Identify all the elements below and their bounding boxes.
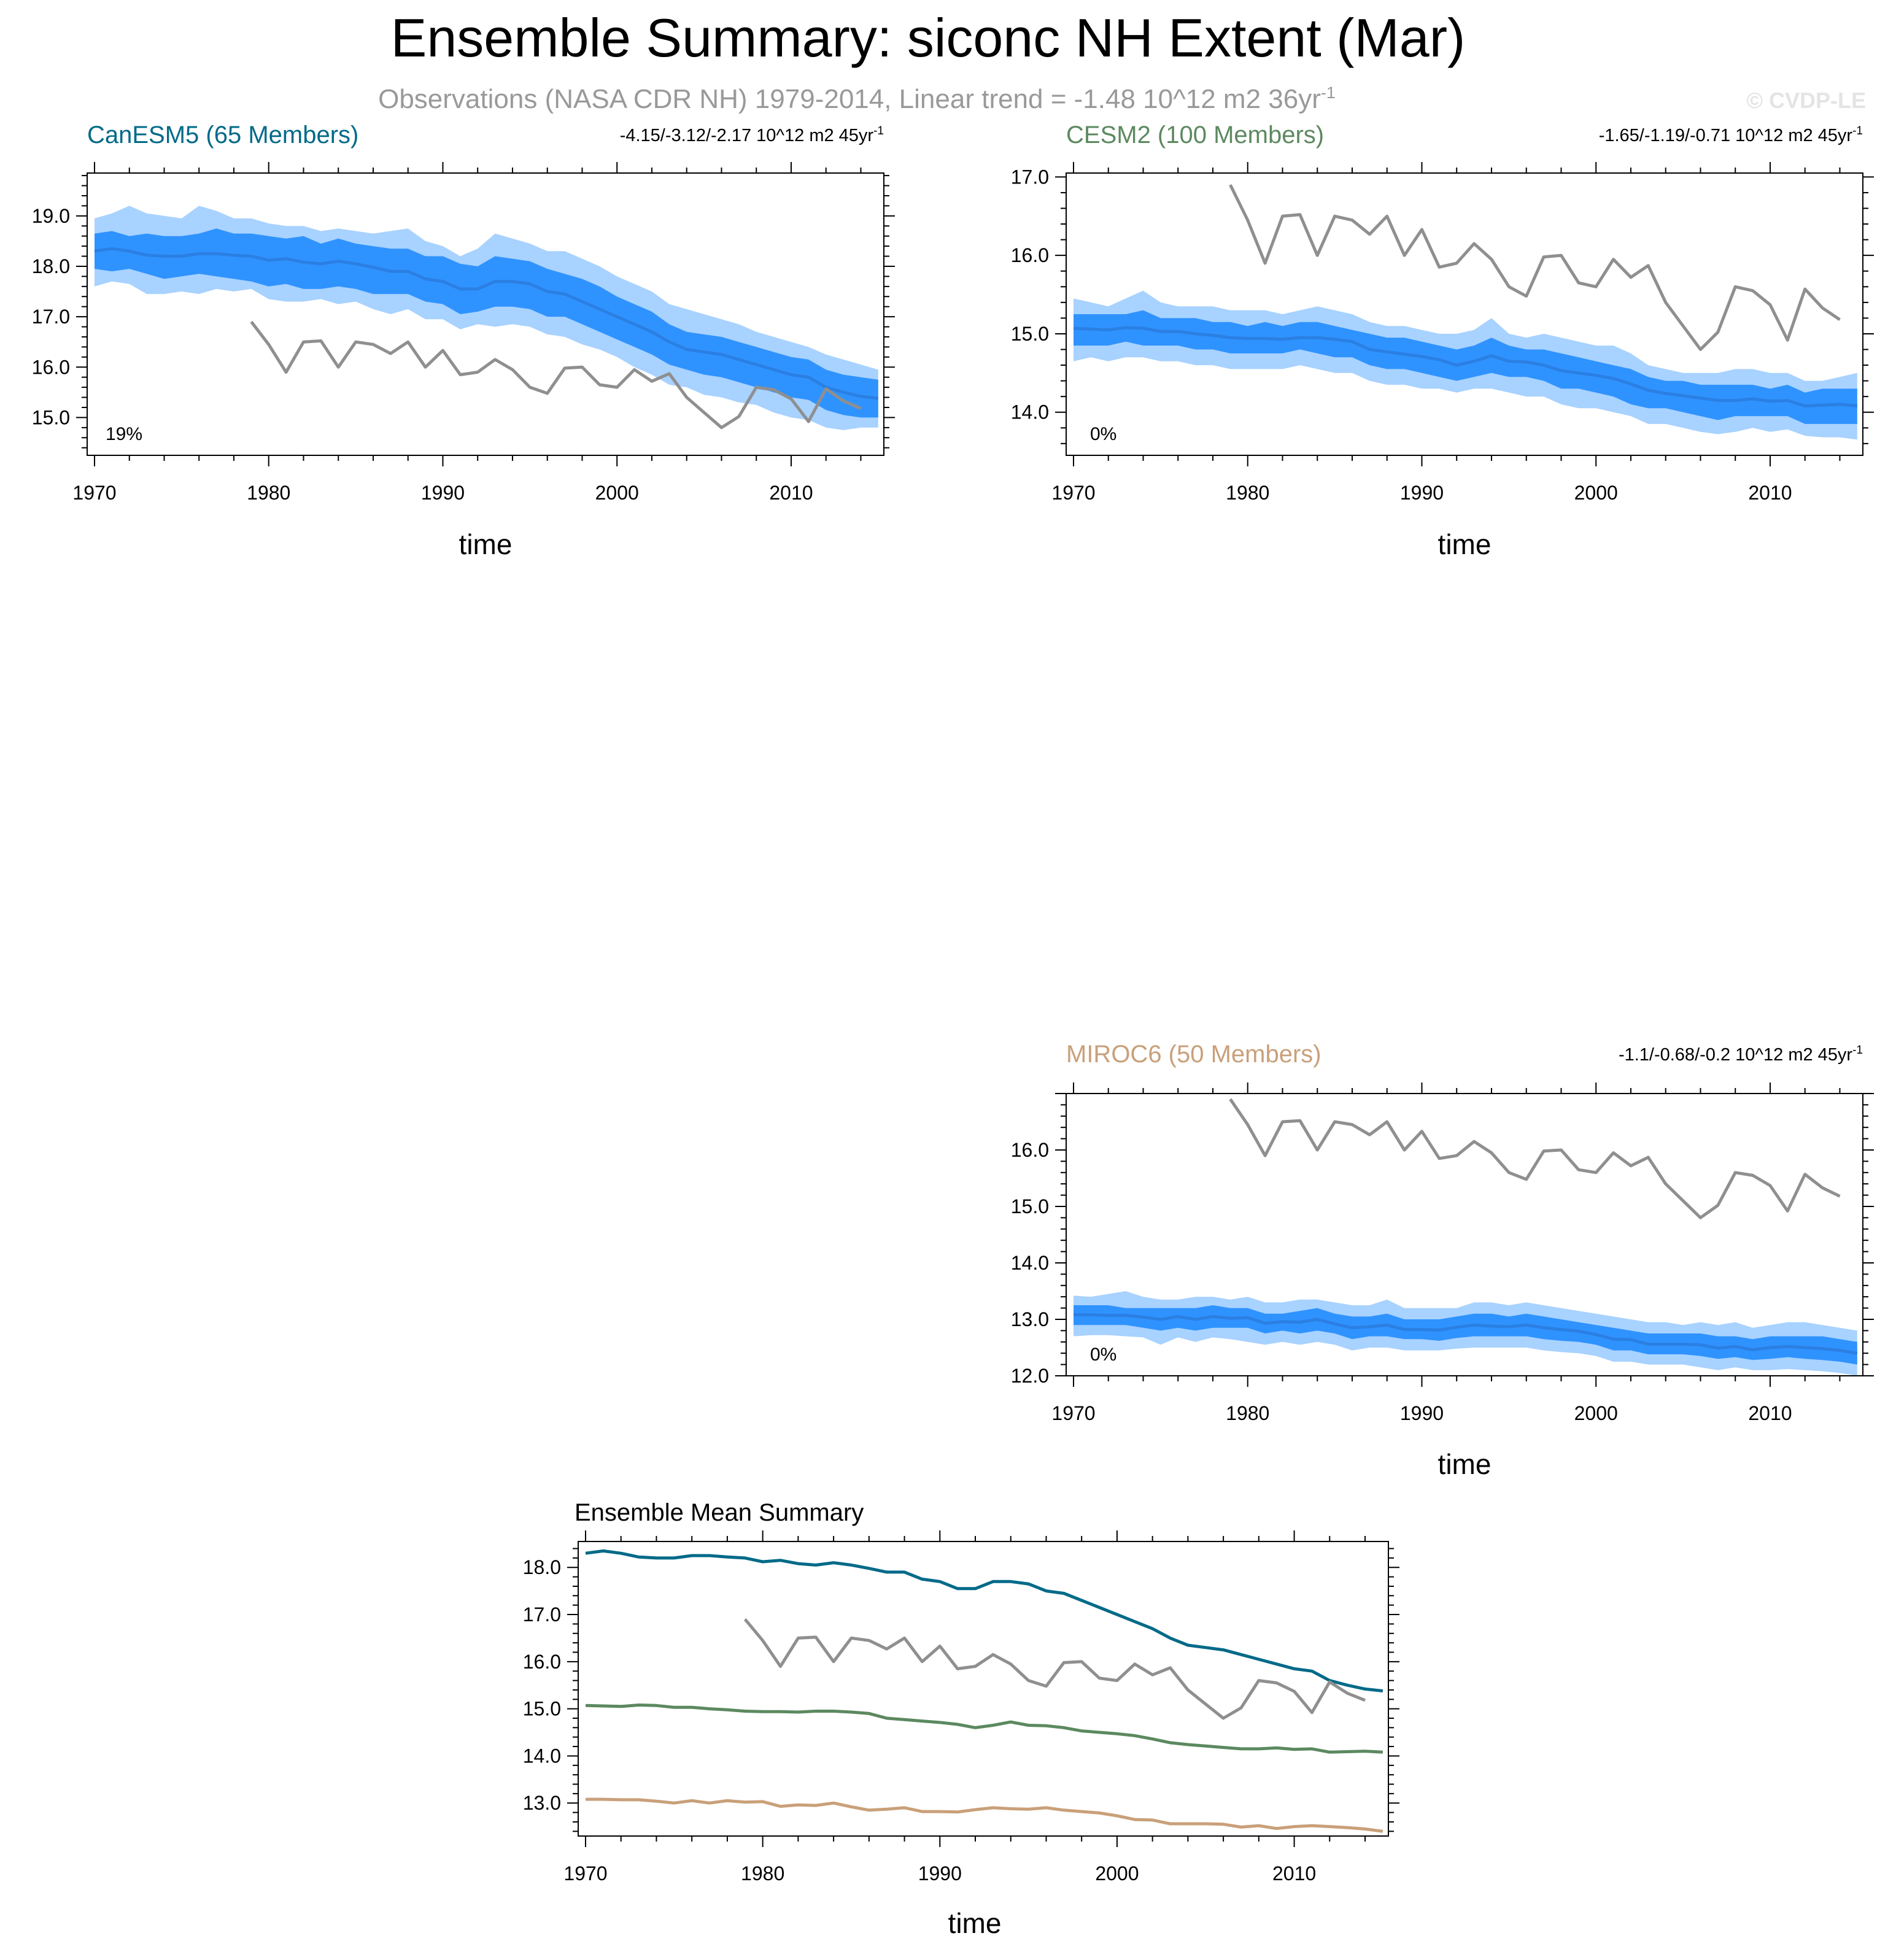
x-tick-label: 2000 [1574,1402,1618,1424]
subtitle-superscript: -1 [1321,83,1336,102]
x-tick-label: 2000 [1095,1862,1139,1885]
panel-title: CESM2 (100 Members) [1066,122,1324,149]
y-tick-label: 15.0 [1011,1195,1049,1217]
summary-title: Ensemble Mean Summary [575,1499,864,1526]
x-tick-label: 1970 [1051,1402,1095,1424]
x-tick-label: 2010 [1748,482,1792,504]
x-tick-label: 1980 [1226,1402,1269,1424]
trend-label: -4.15/-3.12/-2.17 10^12 m2 45yr-1 [620,125,884,145]
y-tick-label: 13.0 [523,1792,561,1814]
y-tick-label: 14.0 [1011,1252,1049,1274]
y-tick-label: 13.0 [1011,1308,1049,1330]
panel-cesm2: CESM2 (100 Members) -1.65/-1.19/-0.71 10… [1011,122,1874,560]
y-tick-label: 17.0 [1011,166,1049,188]
plot-area [585,1549,1383,1833]
plot-frame [1066,172,1863,456]
panel-miroc6: MIROC6 (50 Members) -1.1/-0.68/-0.2 10^1… [1011,1041,1874,1480]
plot-frame [87,172,884,456]
x-tick-label: 1990 [421,482,465,504]
panel-title: CanESM5 (65 Members) [87,122,358,149]
x-tick-label: 1980 [1226,482,1269,504]
y-tick-label: 19.0 [32,205,70,227]
x-tick-label: 2010 [769,482,813,504]
member-percent: 0% [1090,1345,1116,1365]
x-axis-label: time [948,1907,1002,1939]
figure-subtitle: Observations (NASA CDR NH) 1979-2014, Li… [378,83,1336,114]
panel-ensemble-mean-summary: Ensemble Mean Summary time 1970 1980 1990 2… [523,1499,1399,1939]
observations-line [250,320,862,430]
canesm5-mean-line [585,1549,1383,1692]
x-tick-label: 2010 [1272,1862,1316,1885]
panel-title: MIROC6 (50 Members) [1066,1041,1321,1068]
x-tick-label: 1970 [563,1862,607,1885]
observations-line [1229,184,1841,351]
x-tick-label: 1980 [741,1862,784,1885]
trend-label: -1.1/-0.68/-0.2 10^12 m2 45yr-1 [1619,1044,1863,1065]
plot-frame [578,1541,1389,1837]
y-tick-label: 17.0 [32,306,70,328]
miroc6-mean-line [586,1797,1383,1833]
x-tick-label: 1990 [1400,1402,1444,1424]
observations-line [743,1618,1366,1720]
x-axis-label: time [1438,528,1492,560]
member-percent: 19% [106,424,142,444]
y-tick-label: 18.0 [523,1556,561,1578]
x-tick-label: 1990 [1400,482,1444,504]
copyright: © CVDP-LE [1746,88,1866,113]
plot-frame [1066,1093,1863,1376]
x-tick-label: 1970 [72,482,116,504]
y-tick-label: 15.0 [32,406,70,428]
y-tick-label: 14.0 [523,1745,561,1767]
y-tick-label: 16.0 [1011,244,1049,266]
x-tick-label: 1980 [247,482,290,504]
x-axis-label: time [459,528,513,560]
x-tick-label: 2000 [595,482,639,504]
trend-label: -1.65/-1.19/-0.71 10^12 m2 45yr-1 [1599,125,1863,145]
figure-title: Ensemble Summary: siconc NH Extent (Mar) [391,7,1466,68]
y-tick-label: 16.0 [32,356,70,378]
y-tick-label: 17.0 [523,1603,561,1626]
y-tick-label: 16.0 [1011,1139,1049,1161]
plot-area [94,206,879,430]
x-tick-label: 1970 [1051,482,1095,504]
y-tick-label: 15.0 [1011,323,1049,345]
x-tick-label: 1990 [918,1862,962,1885]
observations-line [1229,1098,1841,1219]
inner-spread-band [95,228,878,418]
member-percent: 0% [1090,424,1116,444]
y-tick-label: 18.0 [32,255,70,277]
inner-spread-band [1074,1305,1857,1365]
trend-superscript: -1 [873,125,884,137]
y-tick-label: 15.0 [523,1698,561,1720]
plot-area [1073,184,1858,440]
panel-canesm5: CanESM5 (65 Members) -4.15/-3.12/-2.17 1… [32,122,895,560]
cesm2-mean-line [585,1703,1383,1754]
trend-superscript: -1 [1852,1044,1863,1057]
ensemble-mean-line [1073,326,1858,407]
ensemble-mean-line [94,247,879,400]
y-tick-label: 16.0 [523,1651,561,1673]
x-tick-label: 2010 [1748,1402,1792,1424]
plot-area [1074,1098,1858,1376]
x-axis-label: time [1438,1448,1492,1480]
y-tick-label: 12.0 [1011,1365,1049,1387]
x-tick-label: 2000 [1574,482,1618,504]
trend-superscript: -1 [1852,125,1863,137]
ensemble-mean-line [1074,1313,1858,1355]
y-tick-label: 14.0 [1011,401,1049,423]
